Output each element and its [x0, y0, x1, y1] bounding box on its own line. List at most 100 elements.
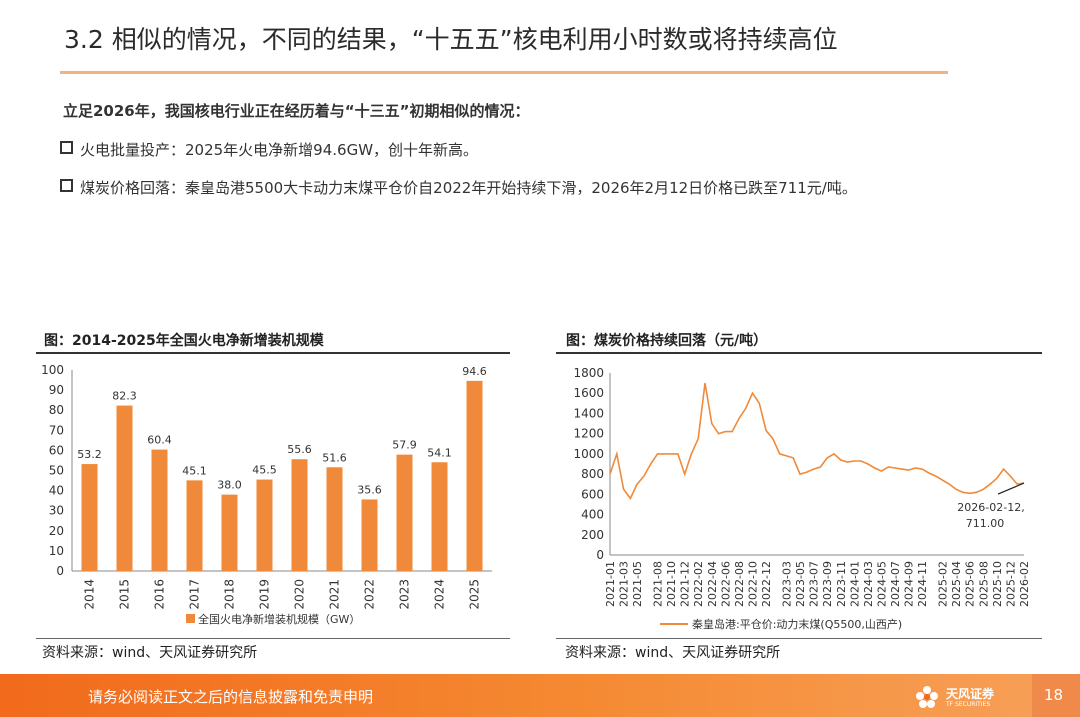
chart1-x-tick-label: 2020 [293, 579, 307, 610]
disclaimer-text: 请务必阅读正文之后的信息披露和免责申明 [88, 688, 374, 706]
chart2-legend-label: 秦皇岛港:平仓价:动力末煤(Q5500,山西产) [692, 617, 902, 631]
chart1-y-tick-label: 0 [56, 564, 64, 578]
chart2-x-tick-label: 2025-10 [991, 561, 1004, 607]
bullet-text: 煤炭价格回落：秦皇岛港5500大卡动力末煤平仓价自2022年开始持续下滑，202… [80, 179, 857, 197]
chart2-x-tick-label: 2025-08 [977, 561, 990, 607]
chart1-y-tick-label: 100 [41, 363, 64, 377]
checkbox-bullet-icon [60, 141, 73, 154]
chart2-x-tick-label: 2024-07 [889, 561, 902, 607]
chart2-title: 图：煤炭价格持续回落（元/吨） [566, 333, 768, 349]
chart1-x-tick-label: 2018 [223, 579, 237, 610]
page-number-box [1032, 674, 1080, 717]
chart1-data-label: 55.6 [287, 443, 312, 456]
chart2-x-tick-label: 2021-03 [618, 561, 631, 607]
chart2-x-tick-label: 2024-05 [875, 561, 888, 607]
logo-text-en: TF SECURITIES [946, 701, 991, 708]
chart1-x-tick-label: 2015 [118, 579, 132, 610]
chart1-bar [291, 459, 308, 571]
page-number: 18 [1044, 686, 1064, 704]
chart2-y-tick-label: 400 [581, 508, 604, 522]
company-logo: 天风证券 TF SECURITIES [914, 682, 1024, 712]
chart2-x-tick-label: 2023-03 [780, 561, 793, 607]
chart1-y-tick-label: 30 [49, 504, 64, 518]
chart2-series-line [609, 382, 1025, 500]
chart2-x-tick-label: 2023-07 [808, 561, 821, 607]
chart1-y-tick-label: 10 [49, 544, 64, 558]
chart2-x-tick-label: 2024-11 [916, 561, 929, 607]
chart1-data-label: 54.1 [427, 446, 452, 459]
chart1-bar [116, 405, 133, 571]
chart2-x-tick-label: 2026-02 [1018, 561, 1031, 607]
bullet-text: 火电批量投产：2025年火电净新增94.6GW，创十年新高。 [80, 141, 479, 159]
chart1-source: 资料来源：wind、天风证券研究所 [42, 645, 258, 661]
chart2-y-tick-label: 1200 [573, 427, 604, 441]
chart2-y-tick-label: 1600 [573, 386, 604, 400]
logo-text-cn: 天风证券 [946, 687, 995, 701]
title-underline [60, 71, 948, 74]
chart1-x-tick-label: 2014 [83, 579, 97, 610]
chart2-x-tick-label: 2025-12 [1004, 561, 1017, 607]
chart2-x-tick-label: 2025-06 [964, 561, 977, 607]
footer-bar: 请务必阅读正文之后的信息披露和免责申明 天风证券 TF SECURITIES 1… [0, 674, 1080, 717]
chart2-x-tick-label: 2024-03 [862, 561, 875, 607]
chart2-annotation-date: 2026-02-12, [957, 501, 1024, 514]
chart1-y-tick-label: 80 [49, 403, 64, 417]
chart1-data-label: 45.5 [252, 464, 277, 477]
chart2-annotation-leader [997, 482, 1025, 495]
chart1-data-label: 51.6 [322, 451, 347, 464]
chart1-bar [466, 380, 483, 571]
chart2-x-tick-label: 2022-12 [760, 561, 773, 607]
chart1-bar [326, 467, 343, 571]
chart2-y-tick-label: 1400 [573, 406, 604, 420]
chart2-x-tick-label: 2022-10 [747, 561, 760, 607]
chart2-y-tick-label: 1000 [573, 447, 604, 461]
chart2-x-tick-label: 2024-09 [903, 561, 916, 607]
chart2-y-tick-label: 600 [581, 487, 604, 501]
chart1-bottom-rule [36, 638, 510, 639]
checkbox-bullet-icon [60, 179, 73, 192]
chart1-data-label: 94.6 [462, 365, 487, 378]
chart2-x-tick-label: 2021-08 [652, 561, 665, 607]
chart1-y-tick-label: 20 [49, 524, 64, 538]
flower-logo-icon [916, 686, 938, 708]
chart2-top-rule [556, 352, 1042, 354]
chart2-y-tick-label: 1800 [573, 366, 604, 380]
chart2-x-tick-label: 2023-05 [794, 561, 807, 607]
chart1-y-tick-label: 40 [49, 484, 64, 498]
chart2-x-tick-label: 2022-06 [719, 561, 732, 607]
bullet-item: 火电批量投产：2025年火电净新增94.6GW，创十年新高。 [60, 139, 478, 160]
chart1-data-label: 82.3 [112, 390, 137, 403]
chart2-x-tick-label: 2021-05 [631, 561, 644, 607]
chart2-x-tick-label: 2024-01 [848, 561, 861, 607]
chart2-x-tick-label: 2023-11 [835, 561, 848, 607]
chart2-source: 资料来源：wind、天风证券研究所 [565, 645, 781, 661]
chart1-data-label: 35.6 [357, 483, 382, 496]
chart2-x-tick-label: 2022-02 [692, 561, 705, 607]
chart1-x-tick-label: 2024 [433, 579, 447, 610]
chart1-legend-label: 全国火电净新增装机规模（GW） [198, 612, 360, 626]
chart1-x-tick-label: 2016 [153, 579, 167, 610]
chart2-x-tick-label: 2021-10 [665, 561, 678, 607]
chart2-bottom-rule [556, 638, 1042, 639]
chart1-top-rule [36, 352, 510, 354]
chart2-x-tick-label: 2021-01 [604, 561, 617, 607]
slide-title: 3.2 相似的情况，不同的结果，“十五五”核电利用小时数或将持续高位 [64, 25, 838, 54]
chart1-x-tick-label: 2023 [398, 579, 412, 610]
chart1-data-label: 60.4 [147, 434, 172, 447]
lead-text: 立足2026年，我国核电行业正在经历着与“十三五”初期相似的情况： [63, 102, 530, 120]
chart2-x-tick-label: 2021-12 [679, 561, 692, 607]
chart1-y-tick-label: 60 [49, 443, 64, 457]
chart2-x-tick-label: 2022-04 [706, 561, 719, 607]
chart2-x-tick-label: 2025-04 [950, 561, 963, 607]
chart1-bar [431, 462, 448, 571]
chart2-y-tick-label: 800 [581, 467, 604, 481]
chart1-x-tick-label: 2021 [328, 579, 342, 610]
chart1-data-label: 45.1 [182, 464, 207, 477]
chart1-bar [151, 449, 168, 571]
chart1-bar [361, 499, 378, 571]
chart1-bar [221, 494, 238, 571]
chart2-x-tick-label: 2022-08 [733, 561, 746, 607]
chart2-y-tick-label: 200 [581, 528, 604, 542]
chart2-y-tick-label: 0 [596, 548, 604, 562]
